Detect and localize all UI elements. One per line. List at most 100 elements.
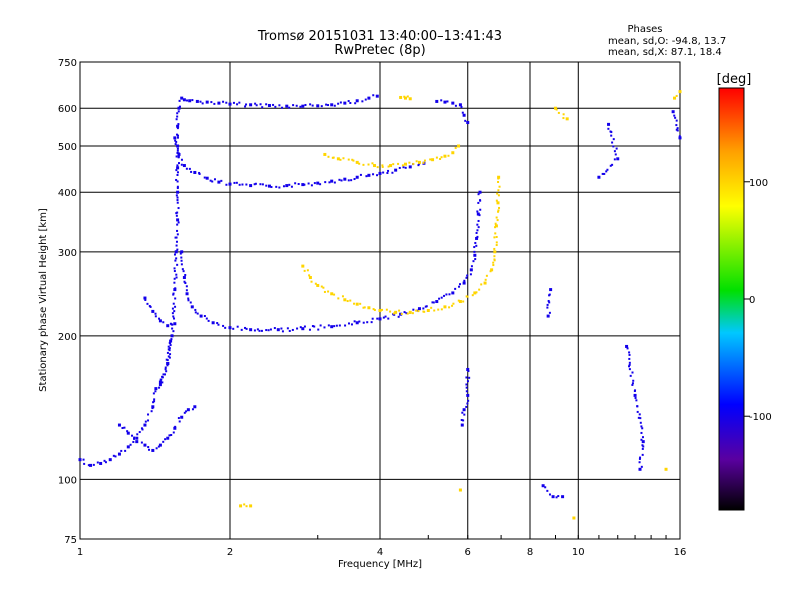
trace-dot <box>177 110 180 113</box>
trace-dot <box>175 236 178 239</box>
x-tick-label: 1 <box>77 547 83 558</box>
trace-dot <box>270 186 273 189</box>
trace-dot <box>465 376 468 379</box>
trace-dot <box>176 187 179 190</box>
data-point <box>494 224 498 228</box>
trace-dot <box>164 368 167 371</box>
trace-dot <box>313 182 316 185</box>
trace-dot <box>236 103 239 106</box>
trace-dot <box>177 156 180 159</box>
trace-dot <box>174 305 177 308</box>
data-point <box>151 309 155 313</box>
data-point <box>173 136 177 140</box>
trace-dot <box>642 445 645 448</box>
trace-dot <box>104 461 107 464</box>
trace-dot <box>493 247 496 250</box>
trace-dot <box>175 155 178 158</box>
trace-dot <box>353 302 356 305</box>
trace-dot <box>547 299 550 302</box>
trace-dot <box>415 160 418 163</box>
trace-dot <box>416 309 419 312</box>
trace-dot <box>641 436 644 439</box>
data-point <box>173 288 177 292</box>
data-point <box>458 488 462 492</box>
trace-dot <box>328 181 331 184</box>
trace-dot <box>397 162 400 165</box>
trace-dot <box>149 305 152 308</box>
trace-dot <box>203 315 206 318</box>
trace-dot <box>175 273 178 276</box>
trace-dot <box>494 222 497 225</box>
trace-dot <box>479 199 482 202</box>
data-point <box>301 264 305 268</box>
data-point <box>336 157 340 161</box>
trace-dot <box>176 201 179 204</box>
trace-dot <box>405 312 408 315</box>
trace-dot <box>406 95 409 98</box>
trace-dot <box>236 325 239 328</box>
trace-dot <box>628 353 631 356</box>
trace-dot <box>628 351 631 354</box>
data-points <box>78 90 682 520</box>
trace-dot <box>174 143 177 146</box>
trace-dot <box>140 427 143 430</box>
trace-dot <box>362 321 365 324</box>
trace-dot <box>129 443 132 446</box>
trace-dot <box>472 260 475 263</box>
data-point <box>176 190 180 194</box>
data-point <box>551 495 555 499</box>
data-point <box>641 440 645 444</box>
trace-dot <box>466 274 469 277</box>
data-point <box>478 190 482 194</box>
data-point <box>367 306 371 310</box>
trace-dot <box>146 302 149 305</box>
data-point <box>469 268 473 272</box>
trace-dot <box>174 139 177 142</box>
trace-dot <box>124 449 127 452</box>
data-point <box>378 171 382 175</box>
trace-dot <box>466 295 469 298</box>
trace-dot <box>180 259 183 262</box>
trace-dot <box>362 306 365 309</box>
data-point <box>671 110 675 114</box>
trace-dot <box>217 323 220 326</box>
trace-dot <box>373 309 376 312</box>
data-point <box>166 361 170 365</box>
trace-dot <box>281 106 284 109</box>
trace-dot <box>338 324 341 327</box>
trace-dot <box>445 293 448 296</box>
y-tick-label: 400 <box>58 188 77 199</box>
data-point <box>285 184 289 188</box>
data-point <box>166 324 170 328</box>
trace-dot <box>253 183 256 186</box>
trace-dot <box>288 106 291 109</box>
trace-dot <box>87 464 90 467</box>
data-point <box>117 452 121 456</box>
data-point <box>182 164 186 168</box>
data-point <box>435 300 439 304</box>
data-point <box>173 426 177 430</box>
trace-dot <box>164 438 167 441</box>
data-point <box>417 160 421 164</box>
trace-dot <box>278 104 281 107</box>
trace-dot <box>367 163 370 166</box>
trace-dot <box>272 103 275 106</box>
trace-dot <box>439 157 442 160</box>
trace-dot <box>406 312 409 315</box>
data-point <box>239 504 243 508</box>
y-axis-label: Stationary phase Virtual Height [km] <box>38 208 49 392</box>
trace-dot <box>205 317 208 320</box>
trace-dot <box>311 104 314 107</box>
plot-area <box>79 61 681 540</box>
trace-dot <box>448 293 451 296</box>
trace-dot <box>167 345 170 348</box>
trace-dot <box>386 171 389 174</box>
trace-dot <box>492 264 495 267</box>
trace-dot <box>185 410 188 413</box>
data-point <box>497 175 501 179</box>
y-tick-label: 300 <box>58 248 77 259</box>
trace-dot <box>384 315 387 318</box>
trace-dot <box>475 231 478 234</box>
trace-dot <box>443 294 446 297</box>
data-point <box>673 96 677 100</box>
